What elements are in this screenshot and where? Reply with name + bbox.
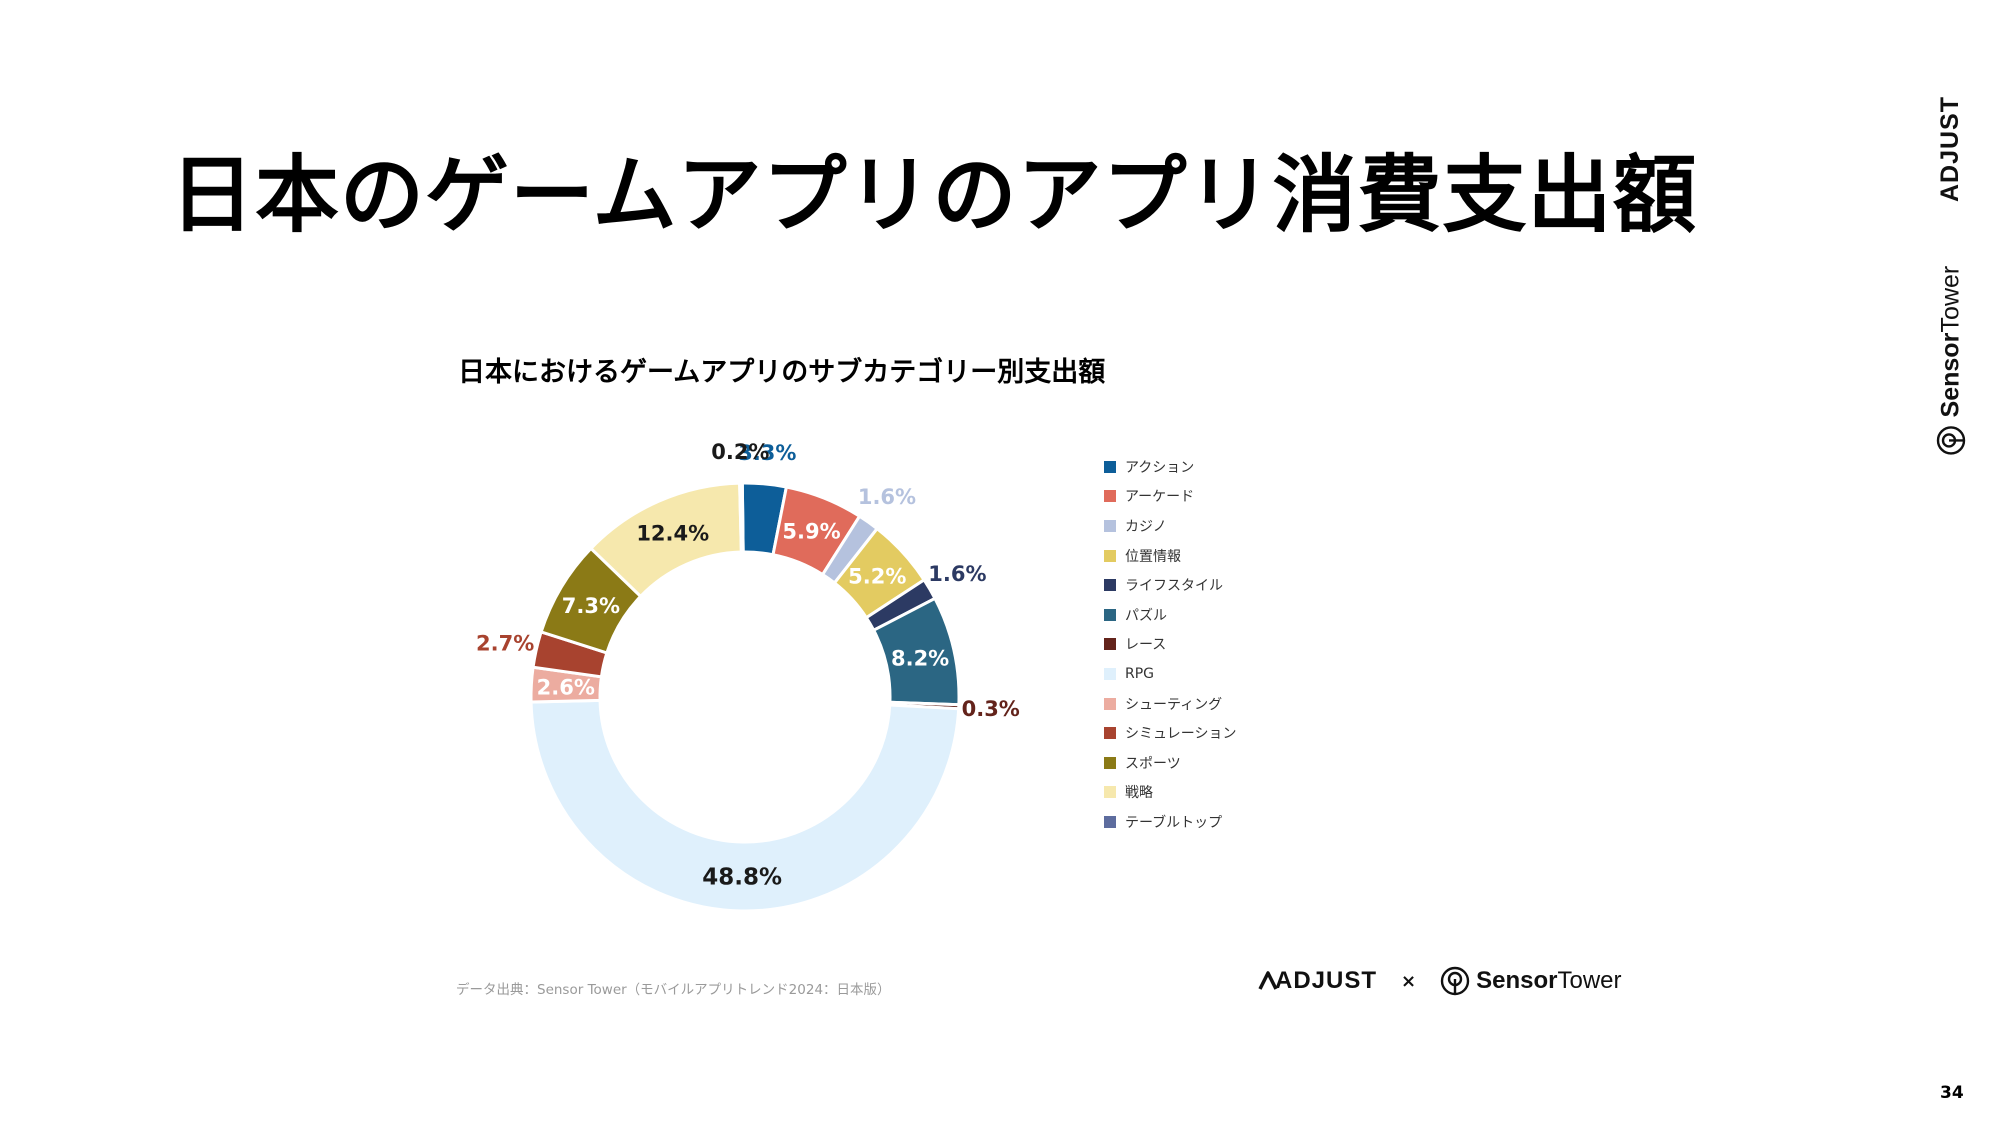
legend-swatch — [1104, 697, 1116, 710]
donut-slice-13 — [738, 481, 745, 554]
slice-label-2: 5.9% — [782, 519, 840, 543]
side-sensor-tower-mark-icon — [1936, 426, 1966, 455]
slice-label-6: 8.2% — [891, 647, 949, 671]
chart-legend: アクションアーケードカジノ位置情報ライフスタイル パズルレース RPG シューティング… — [1104, 452, 1236, 837]
legend-item: シューティング — [1104, 689, 1236, 719]
legend-swatch — [1104, 756, 1116, 769]
legend-item: スポーツ — [1104, 748, 1236, 778]
legend-item: アーケード — [1104, 482, 1236, 512]
slice-label-12: 12.4% — [636, 522, 709, 546]
legend-swatch — [1104, 608, 1116, 621]
legend-swatch — [1104, 490, 1116, 503]
slice-label-1: 3.3% — [738, 441, 796, 465]
legend-label: RPG — [1125, 665, 1155, 682]
slice-label-7: 0.3% — [962, 697, 1020, 721]
legend-item: アクション — [1104, 452, 1236, 482]
legend-item: 戦略 — [1104, 778, 1236, 808]
legend-label: アーケード — [1125, 489, 1195, 506]
legend-swatch — [1104, 549, 1116, 562]
legend-swatch — [1104, 667, 1116, 680]
side-adjust-logo: ADJUST — [1936, 96, 1964, 203]
adjust-logo: ADJUST — [1258, 967, 1377, 995]
legend-item: シミュレーション — [1104, 718, 1236, 748]
legend-swatch — [1104, 638, 1116, 651]
slice-label-8: 48.8% — [702, 864, 782, 890]
legend-label: ライフスタイル — [1125, 578, 1223, 595]
legend-item: ライフスタイル — [1104, 570, 1236, 600]
page-number: 34 — [1940, 1083, 1964, 1103]
slice-label-13: 0.2% — [711, 440, 769, 464]
sensor-tower-logo-sensor: Sensor — [1476, 967, 1558, 994]
sensor-tower-logo-tower: Tower — [1557, 967, 1622, 994]
legend-item: RPG — [1104, 659, 1236, 689]
legend-label: シミュレーション — [1125, 726, 1237, 743]
legend-swatch — [1104, 727, 1116, 740]
sensor-tower-mark-icon — [1440, 966, 1470, 996]
side-tower-text: Tower — [1936, 266, 1965, 333]
slice-label-3: 1.6% — [858, 485, 916, 509]
legend-label: スポーツ — [1125, 755, 1181, 772]
legend-item: テーブルトップ — [1104, 807, 1236, 837]
legend-label: テーブルトップ — [1125, 814, 1223, 831]
donut-slice-8 — [529, 698, 961, 913]
data-source-note: データ出典：Sensor Tower（モバイルアプリトレンド2024：日本版） — [456, 982, 891, 998]
legend-item: カジノ — [1104, 511, 1236, 541]
legend-label: アクション — [1125, 459, 1195, 476]
collaboration-times: × — [1401, 970, 1417, 992]
adjust-mark-icon — [1258, 971, 1278, 990]
legend-swatch — [1104, 815, 1116, 828]
legend-label: カジノ — [1125, 518, 1167, 535]
side-sensor-tower-logo: Sensor Tower — [1936, 266, 1966, 455]
slice-label-5: 1.6% — [928, 562, 986, 586]
slice-label-10: 2.7% — [476, 631, 534, 655]
legend-swatch — [1104, 460, 1116, 473]
sensor-tower-logo: Sensor Tower — [1440, 966, 1622, 996]
slice-label-4: 5.2% — [848, 565, 906, 589]
legend-swatch — [1104, 786, 1116, 799]
footer-logos: ADJUST × Sensor Tower — [1258, 966, 1622, 996]
adjust-logo-text: ADJUST — [1275, 967, 1378, 994]
legend-item: パズル — [1104, 600, 1236, 630]
legend-swatch — [1104, 579, 1116, 592]
slice-label-9: 2.6% — [537, 676, 595, 700]
legend-label: 位置情報 — [1125, 548, 1181, 565]
side-brand: ADJUST Sensor Tower — [1924, 96, 1974, 466]
legend-item: 位置情報 — [1104, 541, 1236, 571]
page-title: 日本のゲームアプリのアプリ消費支出額 — [170, 146, 1698, 244]
legend-label: シューティング — [1125, 696, 1223, 713]
side-sensor-text: Sensor — [1936, 332, 1965, 418]
slice-label-11: 7.3% — [562, 594, 620, 618]
legend-label: パズル — [1125, 607, 1167, 624]
legend-swatch — [1104, 519, 1116, 532]
legend-label: レース — [1125, 637, 1167, 654]
chart-title: 日本におけるゲームアプリのサブカテゴリー別支出額 — [458, 357, 1106, 388]
legend-label: 戦略 — [1125, 785, 1153, 802]
legend-item: レース — [1104, 630, 1236, 660]
